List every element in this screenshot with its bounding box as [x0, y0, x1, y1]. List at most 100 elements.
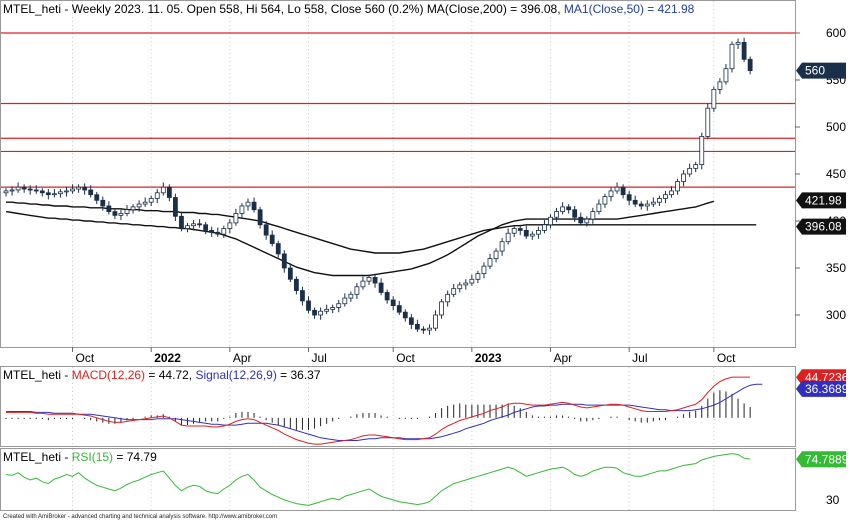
price-tick-label: 600 [826, 26, 846, 40]
candle-body [717, 81, 723, 90]
candle-body [735, 42, 741, 45]
candle-body [608, 190, 614, 197]
x-tick-label: Jul [312, 351, 327, 365]
candle-body [699, 135, 705, 165]
rsi-value: = 74.79 [113, 450, 157, 464]
candle-body [493, 250, 499, 260]
candle-body [421, 328, 426, 331]
candle-body [536, 229, 541, 235]
candle-body [306, 300, 311, 311]
rsi-badge: 74.7889 [796, 451, 849, 468]
candle-body [584, 218, 590, 224]
candle-body [669, 190, 674, 196]
candle-body [614, 186, 620, 192]
signal-badge: 36.3689 [796, 380, 849, 397]
signal-value: = 36.37 [277, 368, 321, 382]
candle-body [469, 278, 475, 284]
candle-body [475, 273, 481, 280]
candle-body [390, 299, 396, 306]
candle-body [330, 307, 336, 310]
candle-body [408, 317, 414, 325]
candle-body [657, 198, 662, 203]
x-tick-label: Apr [554, 351, 573, 365]
candle-body [324, 308, 330, 312]
candle-body [118, 213, 124, 216]
candle-body [257, 209, 263, 226]
candle-body [675, 181, 680, 192]
candle-body [729, 43, 735, 70]
price-tick-label: 500 [826, 120, 846, 134]
candle-body [348, 293, 354, 299]
candle-body [172, 197, 178, 217]
price-tick-label: 300 [826, 308, 846, 322]
candle-body [263, 224, 269, 236]
rsi-pane [5, 453, 751, 506]
ma50-badge: 421.98 [796, 192, 846, 209]
price-tick-label: 450 [826, 167, 846, 181]
x-tick-label: Oct [76, 351, 95, 365]
candle-body [572, 209, 578, 218]
macd-value: = 44.72, [145, 368, 195, 382]
candle-body [82, 186, 88, 191]
candle-body [747, 58, 753, 71]
candle-body [136, 203, 142, 208]
candle-body [160, 186, 166, 194]
macd-name: MACD(12,26) [72, 368, 145, 382]
candle-body [88, 189, 94, 196]
candle-body [300, 290, 305, 302]
candle-body [378, 282, 384, 293]
candle-body [463, 282, 469, 286]
x-tick-label: Jul [632, 351, 647, 365]
candle-body [414, 323, 420, 330]
candle-body [197, 223, 203, 226]
candle-body [505, 232, 511, 243]
rsi-badge-shape [796, 451, 846, 468]
candle-body [21, 186, 27, 190]
candlesticks [3, 37, 753, 335]
macd-header: MTEL_heti - MACD(12,26) = 44.72, Signal(… [3, 368, 321, 382]
candle-body [517, 228, 523, 231]
candle-body [27, 188, 33, 191]
candle-body [215, 231, 221, 235]
candle-body [638, 203, 644, 207]
candle-body [221, 228, 227, 235]
candle-body [112, 211, 118, 216]
ma200-badge-shape [796, 218, 846, 235]
candle-body [693, 164, 699, 169]
candle-body [233, 213, 239, 224]
candle-body [427, 327, 432, 331]
symbol-label: MTEL_heti [3, 2, 61, 16]
ohlc-info: - Weekly 2023. 11. 05. Open 558, Hi 564,… [61, 2, 427, 16]
candle-body [372, 276, 378, 284]
ma50-line [5, 200, 715, 277]
candle-body [445, 293, 451, 303]
candle-body [741, 42, 747, 60]
ma200-label: MA(Close,200) = 396.08, [427, 2, 561, 16]
candle-body [560, 206, 565, 212]
x-tick-label: Oct [396, 351, 415, 365]
x-tick-label: 2022 [154, 351, 181, 365]
candle-body [511, 228, 517, 234]
ma50-label: MA1(Close,50) = 421.98 [564, 2, 695, 16]
candle-body [251, 201, 257, 211]
candle-body [632, 199, 638, 205]
candle-body [203, 224, 209, 231]
candle-body [705, 107, 711, 137]
macd-badge-text: 44.7236 [805, 370, 849, 384]
macd-symbol: MTEL_heti [3, 368, 61, 382]
candle-body [663, 194, 668, 199]
price-pane-frame [0, 0, 796, 348]
x-tick-label: Oct [717, 351, 736, 365]
close-badge: 560 [796, 62, 846, 79]
candle-body [384, 292, 390, 301]
candle-body [39, 190, 45, 194]
rsi-pane-frame [0, 448, 796, 511]
candle-body [396, 305, 402, 313]
candle-body [499, 241, 505, 252]
macd-pane [5, 376, 763, 445]
ma200-badge: 396.08 [796, 218, 846, 235]
candle-body [33, 189, 39, 192]
candle-body [15, 186, 21, 191]
candle-body [45, 192, 51, 196]
